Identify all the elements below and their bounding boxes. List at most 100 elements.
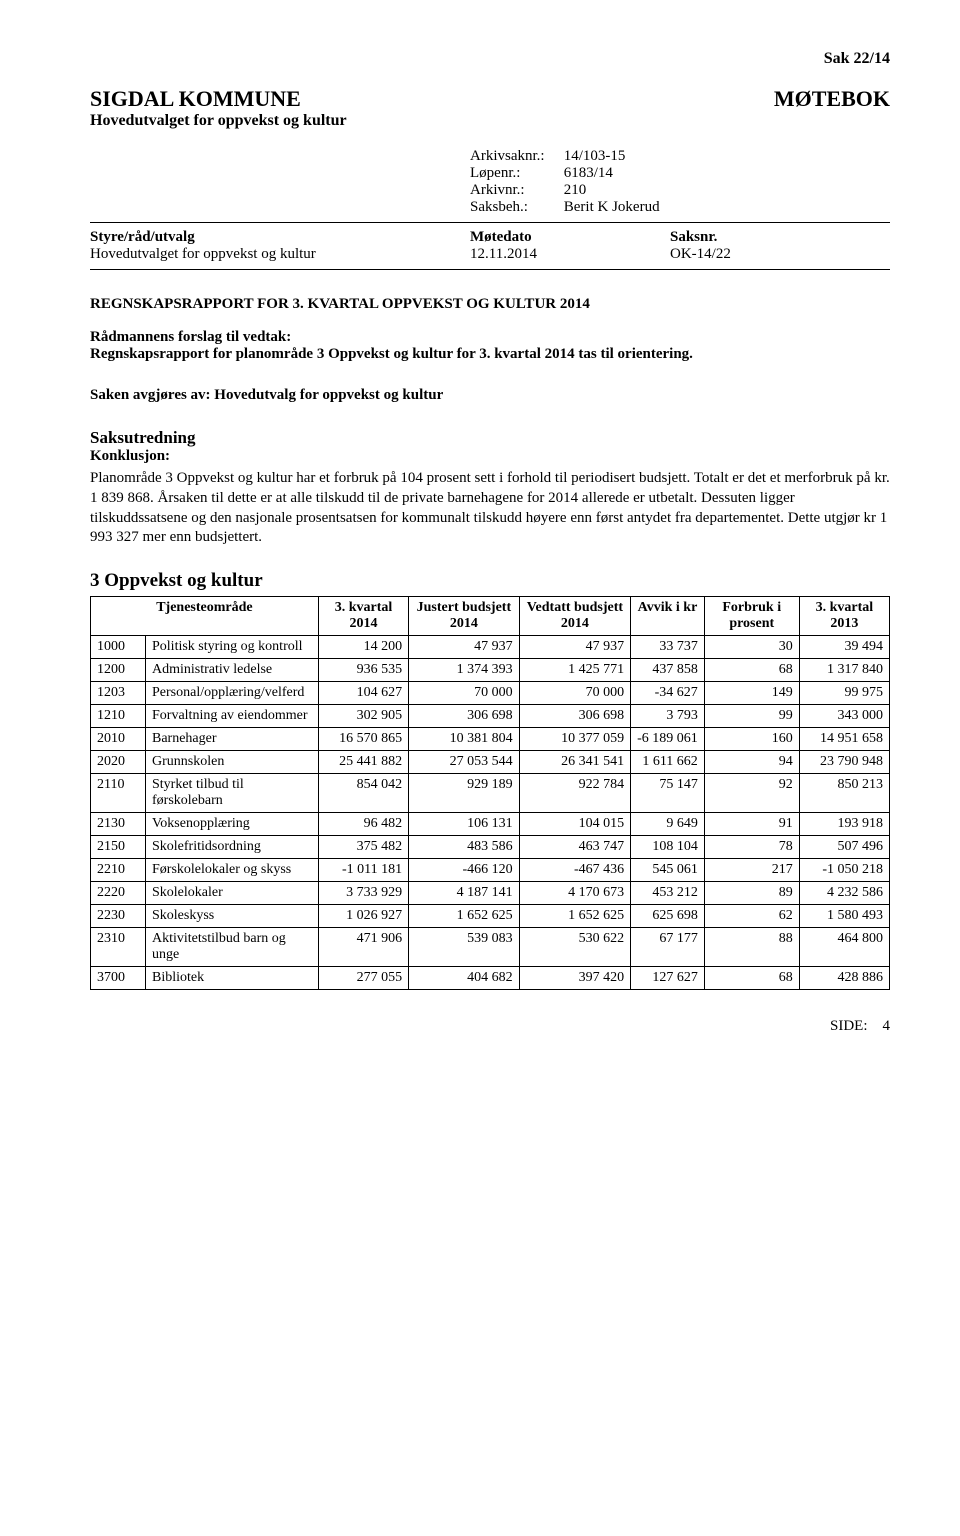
separator-line [90, 222, 890, 223]
arkivsaknr-value: 14/103-15 [564, 148, 626, 164]
table-cell: 277 055 [318, 967, 408, 990]
table-cell: 854 042 [318, 774, 408, 813]
val-saksnr: OK-14/22 [670, 246, 820, 263]
th-avvik: Avvik i kr [631, 597, 705, 636]
table-cell: 99 975 [799, 682, 889, 705]
val-styre: Hovedutvalget for oppvekst og kultur [90, 246, 470, 263]
table-cell: Aktivitetstilbud barn og unge [146, 928, 319, 967]
organization-name: SIGDAL KOMMUNE [90, 86, 347, 112]
table-cell: 483 586 [409, 836, 520, 859]
table-cell: 343 000 [799, 705, 889, 728]
table-cell: 397 420 [519, 967, 631, 990]
table-cell: 530 622 [519, 928, 631, 967]
table-cell: Administrativ ledelse [146, 659, 319, 682]
table-cell: 2310 [91, 928, 146, 967]
table-header-row: Tjenesteområde 3. kvartal 2014 Justert b… [91, 597, 890, 636]
table-cell: 302 905 [318, 705, 408, 728]
table-cell: 70 000 [519, 682, 631, 705]
table-cell: 464 800 [799, 928, 889, 967]
table-cell: 428 886 [799, 967, 889, 990]
lopenr-value: 6183/14 [564, 165, 613, 181]
table-cell: 99 [704, 705, 799, 728]
avgjores-line: Saken avgjøres av: Hovedutvalg for oppve… [90, 387, 890, 404]
table-cell: 62 [704, 905, 799, 928]
table-cell: 625 698 [631, 905, 705, 928]
table-cell: 2220 [91, 882, 146, 905]
table-cell: 437 858 [631, 659, 705, 682]
table-cell: 2230 [91, 905, 146, 928]
table-cell: 2150 [91, 836, 146, 859]
table-cell: 108 104 [631, 836, 705, 859]
table-cell: 507 496 [799, 836, 889, 859]
table-cell: 160 [704, 728, 799, 751]
table-row: 1200Administrativ ledelse936 5351 374 39… [91, 659, 890, 682]
table-cell: 4 232 586 [799, 882, 889, 905]
table-cell: 149 [704, 682, 799, 705]
table-cell: 1 652 625 [519, 905, 631, 928]
table-cell: 404 682 [409, 967, 520, 990]
th-forbruk: Forbruk i prosent [704, 597, 799, 636]
col-styre: Styre/råd/utvalg [90, 229, 470, 246]
footer-label: SIDE: [830, 1018, 868, 1034]
table-cell: Personal/opplæring/velferd [146, 682, 319, 705]
table-cell: 94 [704, 751, 799, 774]
forslag-text: Regnskapsrapport for planområde 3 Oppvek… [90, 346, 693, 362]
arkivnr-label: Arkivnr.: [470, 182, 560, 199]
table-cell: 10 381 804 [409, 728, 520, 751]
saksbeh-value: Berit K Jokerud [564, 199, 660, 215]
table-cell: Styrket tilbud til førskolebarn [146, 774, 319, 813]
table-cell: -34 627 [631, 682, 705, 705]
table-row: 1203Personal/opplæring/velferd104 62770 … [91, 682, 890, 705]
table-cell: Politisk styring og kontroll [146, 636, 319, 659]
table-cell: 463 747 [519, 836, 631, 859]
table-row: 2010Barnehager16 570 86510 381 80410 377… [91, 728, 890, 751]
table-cell: 1 611 662 [631, 751, 705, 774]
table-cell: 104 015 [519, 813, 631, 836]
table-cell: 1 026 927 [318, 905, 408, 928]
th-justert: Justert budsjett 2014 [409, 597, 520, 636]
table-cell: 1 317 840 [799, 659, 889, 682]
konklusjon-text: Planområde 3 Oppvekst og kultur har et f… [90, 469, 890, 548]
table-cell: 9 649 [631, 813, 705, 836]
table-cell: 127 627 [631, 967, 705, 990]
table-row: 2230Skoleskyss1 026 9271 652 6251 652 62… [91, 905, 890, 928]
th-tjenesteomrade: Tjenesteområde [91, 597, 319, 636]
konklusjon-label: Konklusjon: [90, 448, 170, 464]
table-cell: -466 120 [409, 859, 520, 882]
val-motedato: 12.11.2014 [470, 246, 670, 263]
document-header: SIGDAL KOMMUNE Hovedutvalget for oppveks… [90, 86, 890, 130]
page-footer: SIDE: 4 [90, 1018, 890, 1035]
table-row: 2220Skolelokaler3 733 9294 187 1414 170 … [91, 882, 890, 905]
table-row: 1000Politisk styring og kontroll14 20047… [91, 636, 890, 659]
table-row: 1210Forvaltning av eiendommer302 905306 … [91, 705, 890, 728]
report-title: REGNSKAPSRAPPORT FOR 3. KVARTAL OPPVEKST… [90, 296, 890, 313]
table-cell: 1 425 771 [519, 659, 631, 682]
table-cell: 14 200 [318, 636, 408, 659]
table-cell: 2110 [91, 774, 146, 813]
table-cell: 922 784 [519, 774, 631, 813]
table-cell: 1210 [91, 705, 146, 728]
table-cell: 26 341 541 [519, 751, 631, 774]
table-row: 3700Bibliotek277 055404 682397 420127 62… [91, 967, 890, 990]
table-row: 2150Skolefritidsordning375 482483 586463… [91, 836, 890, 859]
forslag-label: Rådmannens forslag til vedtak: [90, 329, 291, 345]
table-cell: Barnehager [146, 728, 319, 751]
table-cell: 1203 [91, 682, 146, 705]
table-cell: -467 436 [519, 859, 631, 882]
table-cell: 306 698 [409, 705, 520, 728]
table-cell: -6 189 061 [631, 728, 705, 751]
table-cell: 545 061 [631, 859, 705, 882]
table-cell: 70 000 [409, 682, 520, 705]
table-cell: 92 [704, 774, 799, 813]
table-cell: 936 535 [318, 659, 408, 682]
table-cell: 25 441 882 [318, 751, 408, 774]
table-title: 3 Oppvekst og kultur [90, 570, 890, 592]
table-cell: 193 918 [799, 813, 889, 836]
lopenr-label: Løpenr.: [470, 165, 560, 182]
col-motedato: Møtedato [470, 229, 670, 246]
table-cell: 3700 [91, 967, 146, 990]
table-cell: 1200 [91, 659, 146, 682]
th-kvartal-2014: 3. kvartal 2014 [318, 597, 408, 636]
table-cell: 96 482 [318, 813, 408, 836]
table-cell: Voksenopplæring [146, 813, 319, 836]
